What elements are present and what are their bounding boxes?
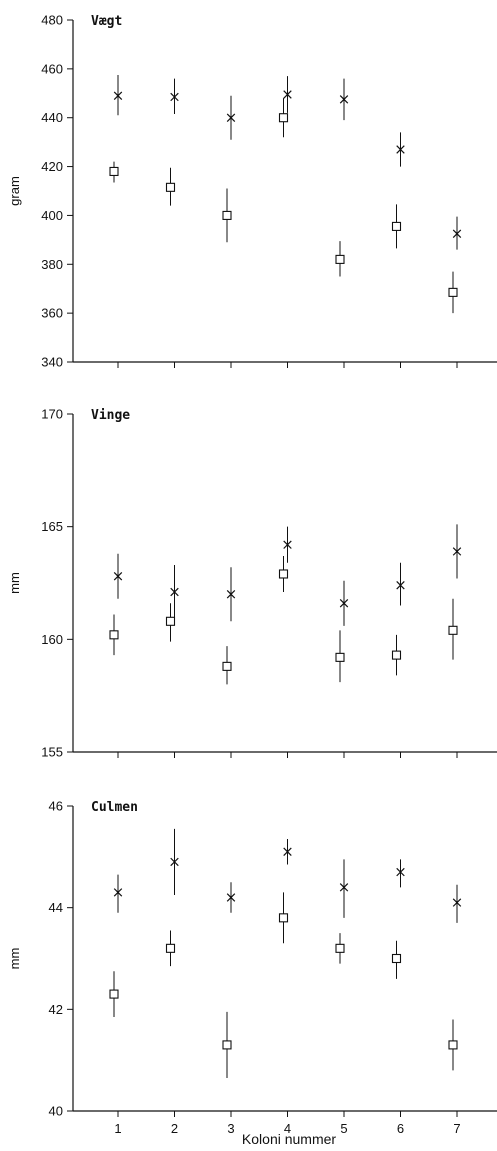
marker-square-point — [222, 1040, 232, 1050]
marker-square-point — [335, 943, 345, 953]
y-tick-label: 160 — [41, 632, 63, 647]
marker-x-point — [396, 867, 405, 877]
marker-square-point — [165, 616, 176, 626]
marker-x-point — [113, 888, 123, 897]
marker-x-point — [113, 91, 123, 100]
x-tick-label: 7 — [453, 1121, 460, 1136]
panel-vinge: 155 160 165 170 Vinge mm — [7, 407, 497, 760]
marker-square-point — [448, 625, 458, 635]
y-tick-label: 170 — [41, 407, 63, 422]
panel-culmen: 40 42 44 46 1 2 3 4 5 6 7 Culmen mm — [7, 799, 497, 1136]
marker-square-point — [109, 630, 119, 640]
marker-square-point — [278, 113, 289, 123]
marker-square-point — [391, 221, 402, 231]
x-tick-label: 2 — [171, 1121, 178, 1136]
marker-x-point — [339, 883, 349, 892]
x-tick-label: 4 — [284, 1121, 291, 1136]
y-axis-label: mm — [7, 948, 22, 970]
marker-square-point — [109, 166, 119, 177]
marker-square-point — [222, 210, 232, 220]
y-tick-label: 42 — [49, 1002, 63, 1017]
y-tick-label: 44 — [49, 900, 63, 915]
panel-title: Culmen — [91, 800, 138, 815]
x-tick-label: 1 — [114, 1121, 121, 1136]
marker-square-point — [165, 182, 176, 192]
marker-x-point — [283, 847, 292, 856]
marker-x-point — [170, 587, 179, 597]
marker-x-point — [339, 95, 349, 104]
y-tick-label: 340 — [41, 355, 63, 370]
marker-x-point — [226, 590, 236, 599]
marker-square-point — [278, 569, 289, 579]
marker-x-point — [396, 581, 405, 590]
marker-square-point — [278, 913, 289, 923]
marker-square-point — [222, 661, 232, 671]
y-tick-label: 460 — [41, 61, 63, 76]
y-tick-label: 420 — [41, 159, 63, 174]
marker-x-point — [113, 572, 123, 581]
y-tick-label: 40 — [49, 1104, 63, 1119]
marker-x-point — [396, 145, 405, 154]
marker-square-point — [335, 254, 345, 264]
x-tick-label: 6 — [397, 1121, 404, 1136]
x-tick-label: 3 — [227, 1121, 234, 1136]
panel-title: Vinge — [91, 408, 130, 423]
marker-square-point — [335, 652, 345, 662]
x-tick-label: 5 — [340, 1121, 347, 1136]
marker-x-point — [283, 90, 292, 99]
marker-x-point — [452, 229, 462, 238]
marker-square-point — [448, 287, 458, 297]
marker-square-point — [448, 1040, 458, 1050]
marker-x-point — [283, 540, 292, 549]
marker-square-point — [391, 650, 402, 660]
y-tick-label: 400 — [41, 208, 63, 223]
panel-title: Vægt — [91, 14, 122, 29]
y-axis-label: mm — [7, 572, 22, 594]
marker-square-point — [165, 943, 176, 953]
x-axis-label: Koloni nummer — [242, 1131, 336, 1147]
marker-x-point — [226, 113, 236, 122]
panel-vaegt: 340 360 380 400 420 440 460 480 Vægt gram — [7, 13, 497, 370]
y-tick-label: 480 — [41, 13, 63, 28]
marker-x-point — [339, 599, 349, 608]
y-axis-label: gram — [7, 176, 22, 206]
y-tick-label: 155 — [41, 745, 63, 760]
marker-square-point — [391, 953, 402, 964]
marker-x-point — [452, 898, 462, 907]
marker-x-point — [170, 92, 179, 102]
marker-x-point — [226, 893, 236, 902]
y-tick-label: 360 — [41, 306, 63, 321]
marker-x-point — [452, 547, 462, 556]
marker-x-point — [170, 857, 179, 867]
marker-square-point — [109, 989, 119, 999]
y-tick-label: 380 — [41, 257, 63, 272]
y-tick-label: 440 — [41, 110, 63, 125]
y-tick-label: 165 — [41, 519, 63, 534]
y-tick-label: 46 — [49, 799, 63, 814]
